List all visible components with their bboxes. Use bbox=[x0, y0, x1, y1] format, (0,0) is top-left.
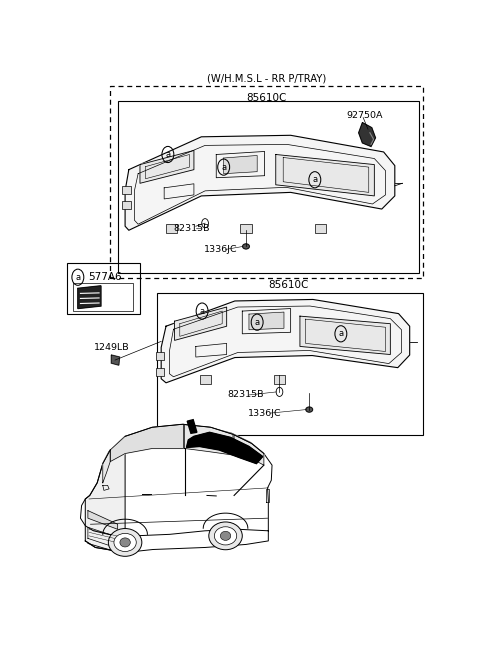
Bar bbox=[156, 293, 423, 435]
Text: 1336JC: 1336JC bbox=[248, 409, 281, 418]
Bar bbox=[200, 375, 211, 384]
Text: a: a bbox=[338, 329, 343, 338]
Ellipse shape bbox=[120, 538, 130, 547]
Text: 82315B: 82315B bbox=[173, 224, 210, 233]
Bar bbox=[118, 102, 419, 273]
Text: a: a bbox=[200, 306, 204, 316]
Polygon shape bbox=[276, 155, 374, 196]
Polygon shape bbox=[140, 150, 194, 183]
Ellipse shape bbox=[306, 407, 312, 412]
Bar bbox=[240, 224, 252, 233]
Text: a: a bbox=[75, 273, 81, 281]
Polygon shape bbox=[234, 435, 264, 465]
Bar bbox=[166, 224, 177, 233]
Ellipse shape bbox=[209, 522, 242, 550]
Ellipse shape bbox=[220, 531, 231, 541]
Text: a: a bbox=[221, 163, 226, 172]
Text: (W/H.M.S.L - RR P/TRAY): (W/H.M.S.L - RR P/TRAY) bbox=[207, 73, 326, 84]
Text: 85610C: 85610C bbox=[269, 280, 309, 290]
Bar bbox=[73, 283, 132, 310]
Bar bbox=[110, 87, 423, 278]
Polygon shape bbox=[300, 316, 390, 354]
Text: 85610C: 85610C bbox=[246, 93, 287, 103]
Bar bbox=[156, 352, 164, 359]
Polygon shape bbox=[88, 510, 118, 529]
Polygon shape bbox=[78, 286, 101, 308]
Polygon shape bbox=[185, 424, 233, 455]
Polygon shape bbox=[81, 424, 272, 552]
Polygon shape bbox=[175, 307, 227, 340]
Bar bbox=[122, 201, 132, 209]
Polygon shape bbox=[110, 424, 183, 462]
Text: 1336JC: 1336JC bbox=[204, 245, 238, 254]
Polygon shape bbox=[161, 299, 410, 383]
Polygon shape bbox=[125, 135, 395, 230]
Polygon shape bbox=[85, 436, 125, 552]
Polygon shape bbox=[249, 312, 284, 330]
Text: a: a bbox=[254, 318, 260, 327]
Bar bbox=[156, 368, 164, 376]
Ellipse shape bbox=[114, 533, 136, 552]
Text: 577A6: 577A6 bbox=[88, 272, 121, 282]
Text: a: a bbox=[312, 175, 317, 184]
Polygon shape bbox=[187, 420, 197, 434]
Polygon shape bbox=[111, 355, 120, 365]
Ellipse shape bbox=[215, 527, 237, 545]
Text: 1249LB: 1249LB bbox=[94, 343, 130, 352]
Bar bbox=[274, 375, 285, 384]
Ellipse shape bbox=[108, 529, 142, 556]
Polygon shape bbox=[359, 123, 375, 146]
Ellipse shape bbox=[243, 244, 249, 249]
Text: 82315B: 82315B bbox=[228, 390, 264, 400]
Text: 92750A: 92750A bbox=[347, 111, 383, 119]
Bar bbox=[122, 186, 132, 194]
Bar bbox=[67, 263, 140, 314]
Text: a: a bbox=[165, 150, 170, 159]
Polygon shape bbox=[186, 432, 263, 464]
Bar bbox=[315, 224, 326, 233]
Polygon shape bbox=[103, 450, 110, 483]
Polygon shape bbox=[224, 155, 257, 174]
